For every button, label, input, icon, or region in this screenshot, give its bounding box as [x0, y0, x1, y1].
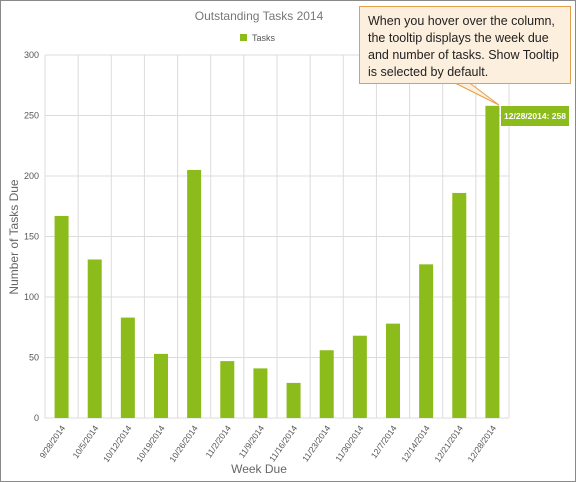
y-tick-label: 300 — [24, 50, 39, 60]
y-tick-label: 250 — [24, 111, 39, 121]
bar[interactable] — [54, 215, 69, 418]
x-tick-label: 11/30/2014 — [333, 423, 365, 463]
y-tick-label: 200 — [24, 171, 39, 181]
bar[interactable] — [120, 317, 135, 418]
y-axis: 0 50 100 150 200 250 300 — [24, 50, 39, 423]
x-tick-label: 11/16/2014 — [267, 423, 299, 463]
bar-tooltip: 12/28/2014: 258 — [501, 106, 569, 126]
bar[interactable] — [220, 361, 235, 418]
bar[interactable] — [419, 264, 434, 418]
x-tick-label: 12/28/2014 — [465, 423, 498, 464]
y-axis-title: Number of Tasks Due — [7, 179, 21, 294]
x-tick-label: 12/7/2014 — [369, 423, 399, 460]
legend-swatch — [240, 34, 247, 41]
bars — [54, 105, 500, 418]
x-tick-label: 10/19/2014 — [134, 423, 167, 464]
y-tick-label: 0 — [34, 413, 39, 423]
callout-note: When you hover over the column, the tool… — [359, 6, 571, 84]
x-tick-label: 9/28/2014 — [37, 423, 67, 460]
bar[interactable] — [485, 105, 500, 418]
gridlines — [44, 54, 510, 419]
bar[interactable] — [452, 192, 467, 418]
bar[interactable] — [154, 353, 168, 418]
bar[interactable] — [253, 368, 268, 418]
callout-pointer — [450, 80, 500, 106]
x-tick-label: 11/23/2014 — [300, 423, 332, 463]
x-tick-label: 11/9/2014 — [237, 423, 267, 459]
bar[interactable] — [386, 323, 400, 418]
y-tick-label: 150 — [24, 232, 39, 242]
x-tick-label: 10/26/2014 — [167, 423, 200, 464]
x-axis-title: Week Due — [231, 462, 287, 476]
x-tick-label: 10/5/2014 — [70, 423, 100, 460]
x-tick-label: 12/21/2014 — [432, 423, 465, 464]
x-tick-label: 10/12/2014 — [101, 423, 134, 464]
y-tick-label: 50 — [29, 353, 39, 363]
legend-label-tasks: Tasks — [252, 33, 276, 43]
bar[interactable] — [352, 335, 367, 418]
chart-title: Outstanding Tasks 2014 — [195, 9, 324, 23]
legend[interactable]: Tasks — [240, 33, 276, 43]
bar[interactable] — [319, 350, 334, 418]
x-axis: 9/28/2014 10/5/2014 10/12/2014 10/19/2014 10… — [37, 423, 498, 464]
bar[interactable] — [286, 382, 301, 418]
x-tick-label: 12/14/2014 — [399, 423, 432, 464]
bar[interactable] — [87, 259, 102, 418]
bar[interactable] — [187, 169, 202, 418]
x-tick-label: 11/2/2014 — [203, 423, 233, 459]
y-tick-label: 100 — [24, 292, 39, 302]
